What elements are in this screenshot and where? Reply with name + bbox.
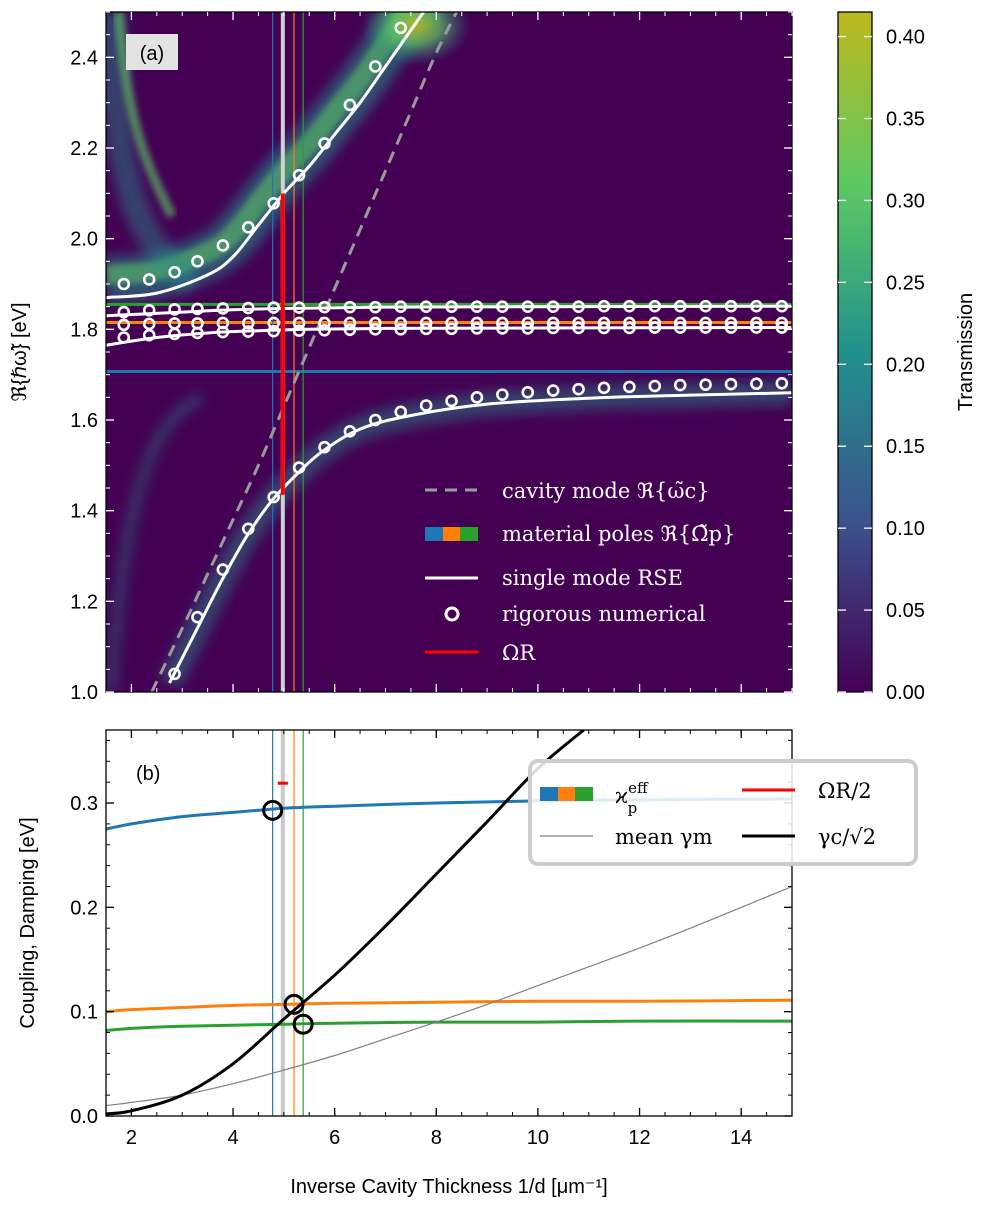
y-tick-label-a: 1.8 xyxy=(70,319,98,341)
y-tick-label-a: 1.0 xyxy=(70,682,98,704)
legend-kappa-superscript: eff xyxy=(628,779,649,797)
x-tick-label: 6 xyxy=(329,1127,340,1149)
colorbar-tick-label: 0.10 xyxy=(886,518,925,540)
legend-gamma-c-label: γc/√2 xyxy=(818,825,876,849)
panel-a-y-tick-labels: 1.0 1.2 1.4 1.6 1.8 2.0 2.2 2.4 xyxy=(70,47,98,704)
legend-gamma-m-label: mean γm xyxy=(615,825,713,849)
panel-b-legend: ϰeff p ΩR/2 mean γm γc/√2 xyxy=(530,761,916,864)
legend-rabi-half-label: ΩR/2 xyxy=(818,779,872,803)
panel-a-label: (a) xyxy=(140,43,164,65)
figure: 1.0 1.2 1.4 1.6 1.8 2.0 2.2 2.4 ℜ{ℏω̃} [eV] (a)… xyxy=(0,0,996,1218)
colorbar-label: Transmission xyxy=(955,293,977,411)
panel-b-label: (b) xyxy=(136,763,160,785)
colorbar-tick-label: 0.30 xyxy=(886,190,925,212)
panel-a: 1.0 1.2 1.4 1.6 1.8 2.0 2.2 2.4 ℜ{ℏω̃} [eV] (a)… xyxy=(9,0,792,704)
y-tick-label-b: 0.1 xyxy=(70,1002,98,1024)
y-tick-label-a: 2.2 xyxy=(70,138,98,160)
legend-kappa-swatch-2 xyxy=(558,787,575,801)
legend-pole1-swatch xyxy=(425,527,443,541)
legend-rigorous-label: rigorous numerical xyxy=(502,602,706,626)
x-tick-label: 10 xyxy=(527,1127,549,1149)
colorbar-tick-label: 0.00 xyxy=(886,682,925,704)
colorbar-tick-label: 0.05 xyxy=(886,600,925,622)
x-tick-label: 12 xyxy=(628,1127,650,1149)
y-tick-label-b: 0.3 xyxy=(70,793,98,815)
y-tick-label-b: 0.0 xyxy=(70,1106,98,1128)
legend-kappa-swatch-1 xyxy=(540,787,558,801)
panel-b-x-tick-labels: 2 4 6 8 10 12 14 xyxy=(126,1127,752,1149)
colorbar: 0.00 0.05 0.10 0.15 0.20 0.25 0.30 0.35 0.40 Tra… xyxy=(838,12,977,704)
panel-b-y-tick-labels: 0.0 0.1 0.2 0.3 xyxy=(70,793,98,1128)
colorbar-tick-label: 0.15 xyxy=(886,436,925,458)
legend-rse-label: single mode RSE xyxy=(502,566,683,590)
y-tick-label-a: 1.2 xyxy=(70,591,98,613)
legend-pole3-swatch xyxy=(460,527,478,541)
y-tick-label-b: 0.2 xyxy=(70,897,98,919)
y-tick-label-a: 1.6 xyxy=(70,410,98,432)
x-axis-title: Inverse Cavity Thickness 1/d [μm⁻¹] xyxy=(290,1176,607,1198)
panel-a-y-axis-title: ℜ{ℏω̃} [eV] xyxy=(9,302,31,401)
legend-kappa-subscript: p xyxy=(628,799,638,817)
x-tick-label: 4 xyxy=(227,1127,238,1149)
panel-b: 0.0 0.1 0.2 0.3 2 4 6 8 10 12 14 Coupling, Dampin… xyxy=(17,730,916,1198)
legend-kappa-symbol: ϰ xyxy=(615,784,628,808)
x-tick-label: 2 xyxy=(126,1127,137,1149)
legend-kappa-swatch-3 xyxy=(575,787,593,801)
x-tick-label: 8 xyxy=(431,1127,442,1149)
panel-b-y-axis-title: Coupling, Damping [eV] xyxy=(17,817,39,1028)
colorbar-tick-label: 0.40 xyxy=(886,27,925,49)
legend-pole2-swatch xyxy=(443,527,460,541)
colorbar-bar xyxy=(838,12,872,692)
x-tick-label: 14 xyxy=(730,1127,752,1149)
legend-cavity-label: cavity mode ℜ{ω̃c} xyxy=(502,479,710,503)
legend-rabi-label: ΩR xyxy=(502,641,536,665)
y-tick-label-a: 2.0 xyxy=(70,229,98,251)
colorbar-tick-label: 0.35 xyxy=(886,109,925,131)
colorbar-tick-label: 0.20 xyxy=(886,354,925,376)
legend-poles-label: material poles ℜ{Ω̃p} xyxy=(502,522,735,546)
y-tick-label-a: 2.4 xyxy=(70,47,98,69)
colorbar-tick-label: 0.25 xyxy=(886,272,925,294)
y-tick-label-a: 1.4 xyxy=(70,501,98,523)
